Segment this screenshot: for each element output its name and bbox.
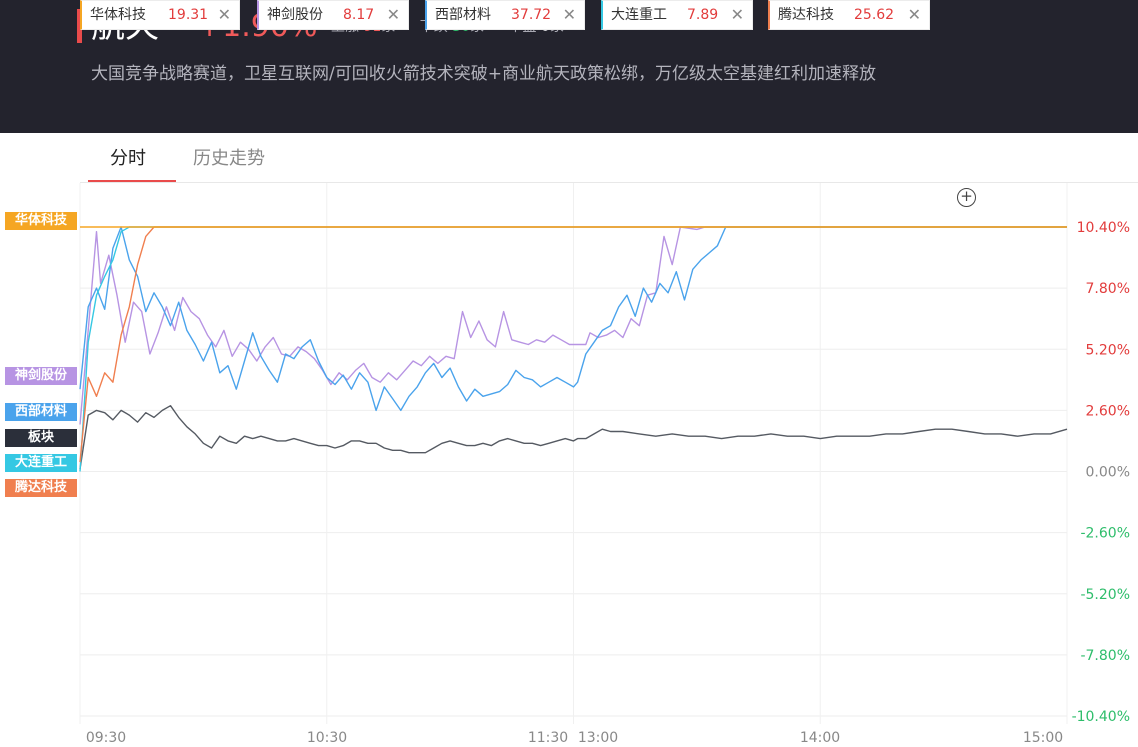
series-line-西部材料	[79, 226, 1067, 412]
y-tick-label: -5.20%	[1080, 587, 1130, 603]
x-tick-label: 13:00	[578, 730, 618, 746]
close-icon[interactable]: ✕	[217, 5, 231, 24]
stock-chip-4[interactable]: 腾达科技 25.62 ✕	[768, 0, 930, 30]
close-icon[interactable]: ✕	[730, 5, 744, 24]
tab-intraday[interactable]: 分时	[110, 148, 146, 169]
stock-chip-name: 西部材料	[435, 7, 491, 23]
stock-chip-name: 神剑股份	[267, 7, 323, 23]
y-tick-label: 0.00%	[1086, 465, 1130, 481]
close-icon[interactable]: ✕	[907, 5, 921, 24]
tab-bar: 分时 历史走势	[80, 133, 1138, 183]
x-tick-label: 15:00	[1023, 730, 1063, 746]
stock-chip-name: 华体科技	[90, 7, 146, 23]
add-stock-icon[interactable]: +	[957, 188, 976, 207]
stock-chip-name: 腾达科技	[778, 7, 834, 23]
stock-chip-3[interactable]: 大连重工 7.89 ✕	[601, 0, 753, 30]
y-tick-label: 2.60%	[1086, 403, 1130, 419]
side-label-4: 大连重工	[5, 454, 77, 472]
side-label-5: 腾达科技	[5, 479, 77, 497]
side-label-0: 华体科技	[5, 212, 77, 230]
sector-description: 大国竞争战略赛道，卫星互联网/可回收火箭技术突破+商业航天政策松绑，万亿级太空基…	[91, 64, 876, 84]
title-accent-bar	[77, 9, 82, 43]
stock-chip-name: 大连重工	[611, 7, 667, 23]
series-line-腾达科技	[79, 226, 1067, 463]
stock-chip-price: 19.31	[168, 7, 209, 23]
y-tick-label: -7.80%	[1080, 648, 1130, 664]
close-icon[interactable]: ✕	[562, 5, 576, 24]
y-tick-label: -10.40%	[1072, 709, 1130, 725]
active-tab-indicator	[88, 180, 176, 182]
x-tick-label: 11:30	[528, 730, 568, 746]
y-tick-label: 7.80%	[1086, 281, 1130, 297]
stock-chip-0[interactable]: 华体科技 19.31 ✕	[80, 0, 240, 30]
stock-chip-1[interactable]: 神剑股份 8.17 ✕	[257, 0, 409, 30]
stock-chip-price: 7.89	[687, 7, 719, 23]
y-tick-label: 10.40%	[1077, 220, 1130, 236]
x-tick-label: 14:00	[800, 730, 840, 746]
x-tick-label: 10:30	[307, 730, 347, 746]
close-icon[interactable]: ✕	[386, 5, 400, 24]
side-label-3: 板块	[5, 429, 77, 447]
x-tick-label: 09:30	[86, 730, 126, 746]
stock-chip-price: 8.17	[343, 7, 375, 23]
tab-history[interactable]: 历史走势	[193, 148, 265, 169]
series-line-板块	[79, 405, 1068, 470]
y-tick-label: -2.60%	[1080, 526, 1130, 542]
y-tick-label: 5.20%	[1086, 342, 1130, 358]
side-label-2: 西部材料	[5, 403, 77, 421]
series-line-神剑股份	[79, 226, 1067, 425]
side-label-1: 神剑股份	[5, 367, 77, 385]
stock-chip-price: 37.72	[511, 7, 552, 23]
stock-chip-2[interactable]: 西部材料 37.72 ✕	[425, 0, 585, 30]
stock-chip-price: 25.62	[854, 7, 895, 23]
